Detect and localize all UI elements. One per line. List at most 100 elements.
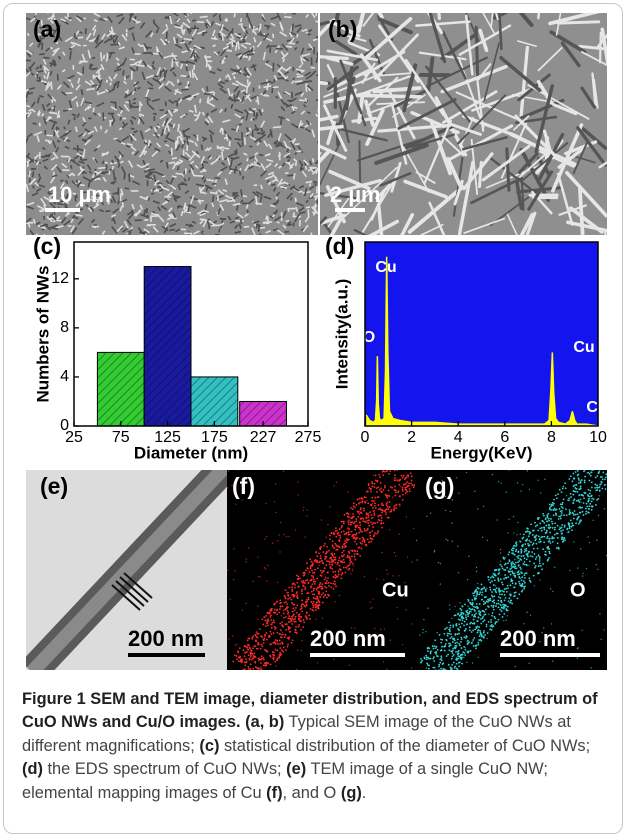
map-dot: [451, 636, 453, 638]
map-dot: [380, 482, 382, 484]
map-dot: [288, 592, 289, 593]
map-dot: [559, 508, 561, 510]
texture: [227, 200, 234, 201]
map-dot: [341, 525, 343, 527]
map-dot: [321, 583, 323, 585]
texture: [153, 61, 154, 64]
map-dot: [301, 650, 302, 651]
map-dot: [257, 557, 258, 558]
texture: [225, 108, 226, 112]
map-dot: [486, 588, 487, 589]
map-dot: [513, 532, 514, 533]
map-dot: [521, 576, 523, 578]
map-dot: [351, 517, 353, 519]
map-dot: [564, 525, 566, 527]
map-dot: [515, 545, 517, 547]
map-dot: [248, 668, 250, 670]
map-dot: [474, 614, 476, 616]
map-dot: [520, 490, 521, 491]
map-dot: [296, 591, 298, 593]
map-dot: [306, 515, 307, 516]
map-dot: [357, 498, 359, 500]
map-dot: [258, 643, 260, 645]
map-dot: [373, 598, 374, 599]
map-dot: [405, 492, 407, 494]
map-dot: [306, 592, 308, 594]
map-dot: [500, 482, 501, 483]
map-dot: [289, 631, 291, 633]
map-dot: [331, 553, 333, 555]
map-dot: [562, 488, 564, 490]
map-dot: [516, 598, 518, 600]
map-dot: [247, 637, 249, 639]
map-dot: [583, 460, 585, 462]
map-dot: [437, 649, 439, 651]
map-dot: [450, 677, 452, 679]
map-dot: [582, 575, 583, 576]
map-dot: [386, 508, 388, 510]
map-dot: [594, 466, 596, 468]
map-dot: [362, 498, 364, 500]
map-dot: [315, 619, 316, 620]
map-dot: [580, 487, 582, 489]
map-dot: [326, 597, 328, 599]
map-dot: [318, 552, 320, 554]
map-dot: [275, 643, 277, 645]
map-dot: [339, 535, 341, 537]
nanowire: [605, 233, 607, 274]
map-dot: [593, 520, 594, 521]
map-dot: [580, 499, 582, 501]
texture: [181, 89, 189, 90]
map-dot: [374, 486, 376, 488]
map-dot: [312, 564, 314, 566]
map-dot: [433, 656, 435, 658]
map-dot: [392, 459, 394, 461]
map-dot: [264, 567, 265, 568]
texture: [222, 34, 223, 41]
map-dot: [464, 621, 466, 623]
texture: [172, 158, 177, 159]
map-dot: [537, 573, 539, 575]
map-dot: [599, 486, 601, 488]
texture: [68, 18, 71, 19]
map-dot: [598, 472, 600, 474]
map-dot: [583, 470, 585, 472]
map-dot: [333, 547, 335, 549]
texture: [126, 29, 127, 32]
map-dot: [572, 502, 574, 504]
map-dot: [261, 680, 263, 682]
map-dot: [467, 615, 469, 617]
map-dot: [580, 480, 582, 482]
map-dot: [577, 475, 579, 477]
map-dot: [458, 493, 459, 494]
map-dot: [314, 569, 316, 571]
map-dot: [350, 507, 352, 509]
texture: [172, 176, 177, 177]
map-dot: [483, 586, 485, 588]
map-dot: [438, 562, 439, 563]
map-dot: [327, 572, 329, 574]
map-dot: [440, 563, 441, 564]
map-dot: [240, 660, 242, 662]
map-dot: [488, 606, 490, 608]
map-dot: [533, 530, 535, 532]
map-dot: [317, 567, 319, 569]
texture: [153, 114, 157, 115]
map-dot: [246, 661, 248, 663]
map-dot: [253, 581, 254, 582]
texture: [27, 106, 31, 107]
map-dot: [560, 530, 562, 532]
map-dot: [530, 523, 532, 525]
map-dot: [283, 647, 285, 649]
map-dot: [368, 525, 370, 527]
map-dot: [316, 589, 317, 590]
map-dot: [248, 547, 249, 548]
map-dot: [327, 594, 329, 596]
map-dot: [307, 568, 309, 570]
map-dot: [544, 479, 545, 480]
map-dot: [457, 628, 459, 630]
map-dot: [453, 662, 455, 664]
texture: [213, 196, 214, 203]
map-dot: [314, 604, 316, 606]
map-dot: [598, 515, 599, 516]
